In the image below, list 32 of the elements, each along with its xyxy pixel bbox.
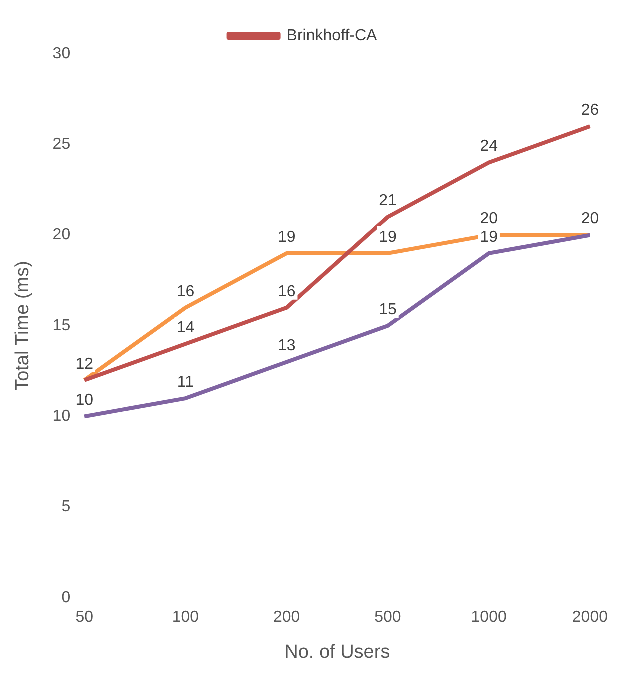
data-label: 26 <box>581 102 600 119</box>
data-label: 15 <box>379 301 397 318</box>
x-tick-label: 100 <box>172 609 200 626</box>
x-tick-label: 1000 <box>471 609 507 626</box>
y-tick-label: 10 <box>52 408 71 426</box>
y-tick-label: 30 <box>52 45 71 62</box>
data-label: 20 <box>480 210 498 228</box>
data-label: 10 <box>76 392 94 410</box>
data-label: 24 <box>480 138 498 156</box>
data-label: 21 <box>379 192 397 210</box>
x-tick-label: 200 <box>273 609 300 626</box>
data-label: 19 <box>480 228 498 246</box>
data-label: 19 <box>278 228 296 246</box>
x-tick-label: 2000 <box>572 609 608 626</box>
y-tick-label: 20 <box>52 226 71 244</box>
data-label: 20 <box>581 210 600 228</box>
x-tick-label: 500 <box>374 609 402 626</box>
legend-label: Brinkhoff-CA <box>286 27 378 44</box>
data-label: 13 <box>278 338 296 355</box>
y-tick-label: 25 <box>52 136 71 154</box>
y-tick-label: 5 <box>62 498 71 516</box>
data-label: 11 <box>177 374 194 391</box>
x-axis-title: No. of Users <box>284 642 390 663</box>
x-tick-label: 50 <box>76 609 94 626</box>
data-label: 16 <box>278 283 296 300</box>
data-label: 12 <box>76 356 94 373</box>
y-axis-title: Total Time (ms) <box>12 261 34 391</box>
data-label: 16 <box>176 283 195 300</box>
y-tick-label: 0 <box>62 589 71 606</box>
data-label: 19 <box>379 228 397 246</box>
data-label: 14 <box>176 320 195 337</box>
y-tick-label: 15 <box>52 317 71 334</box>
